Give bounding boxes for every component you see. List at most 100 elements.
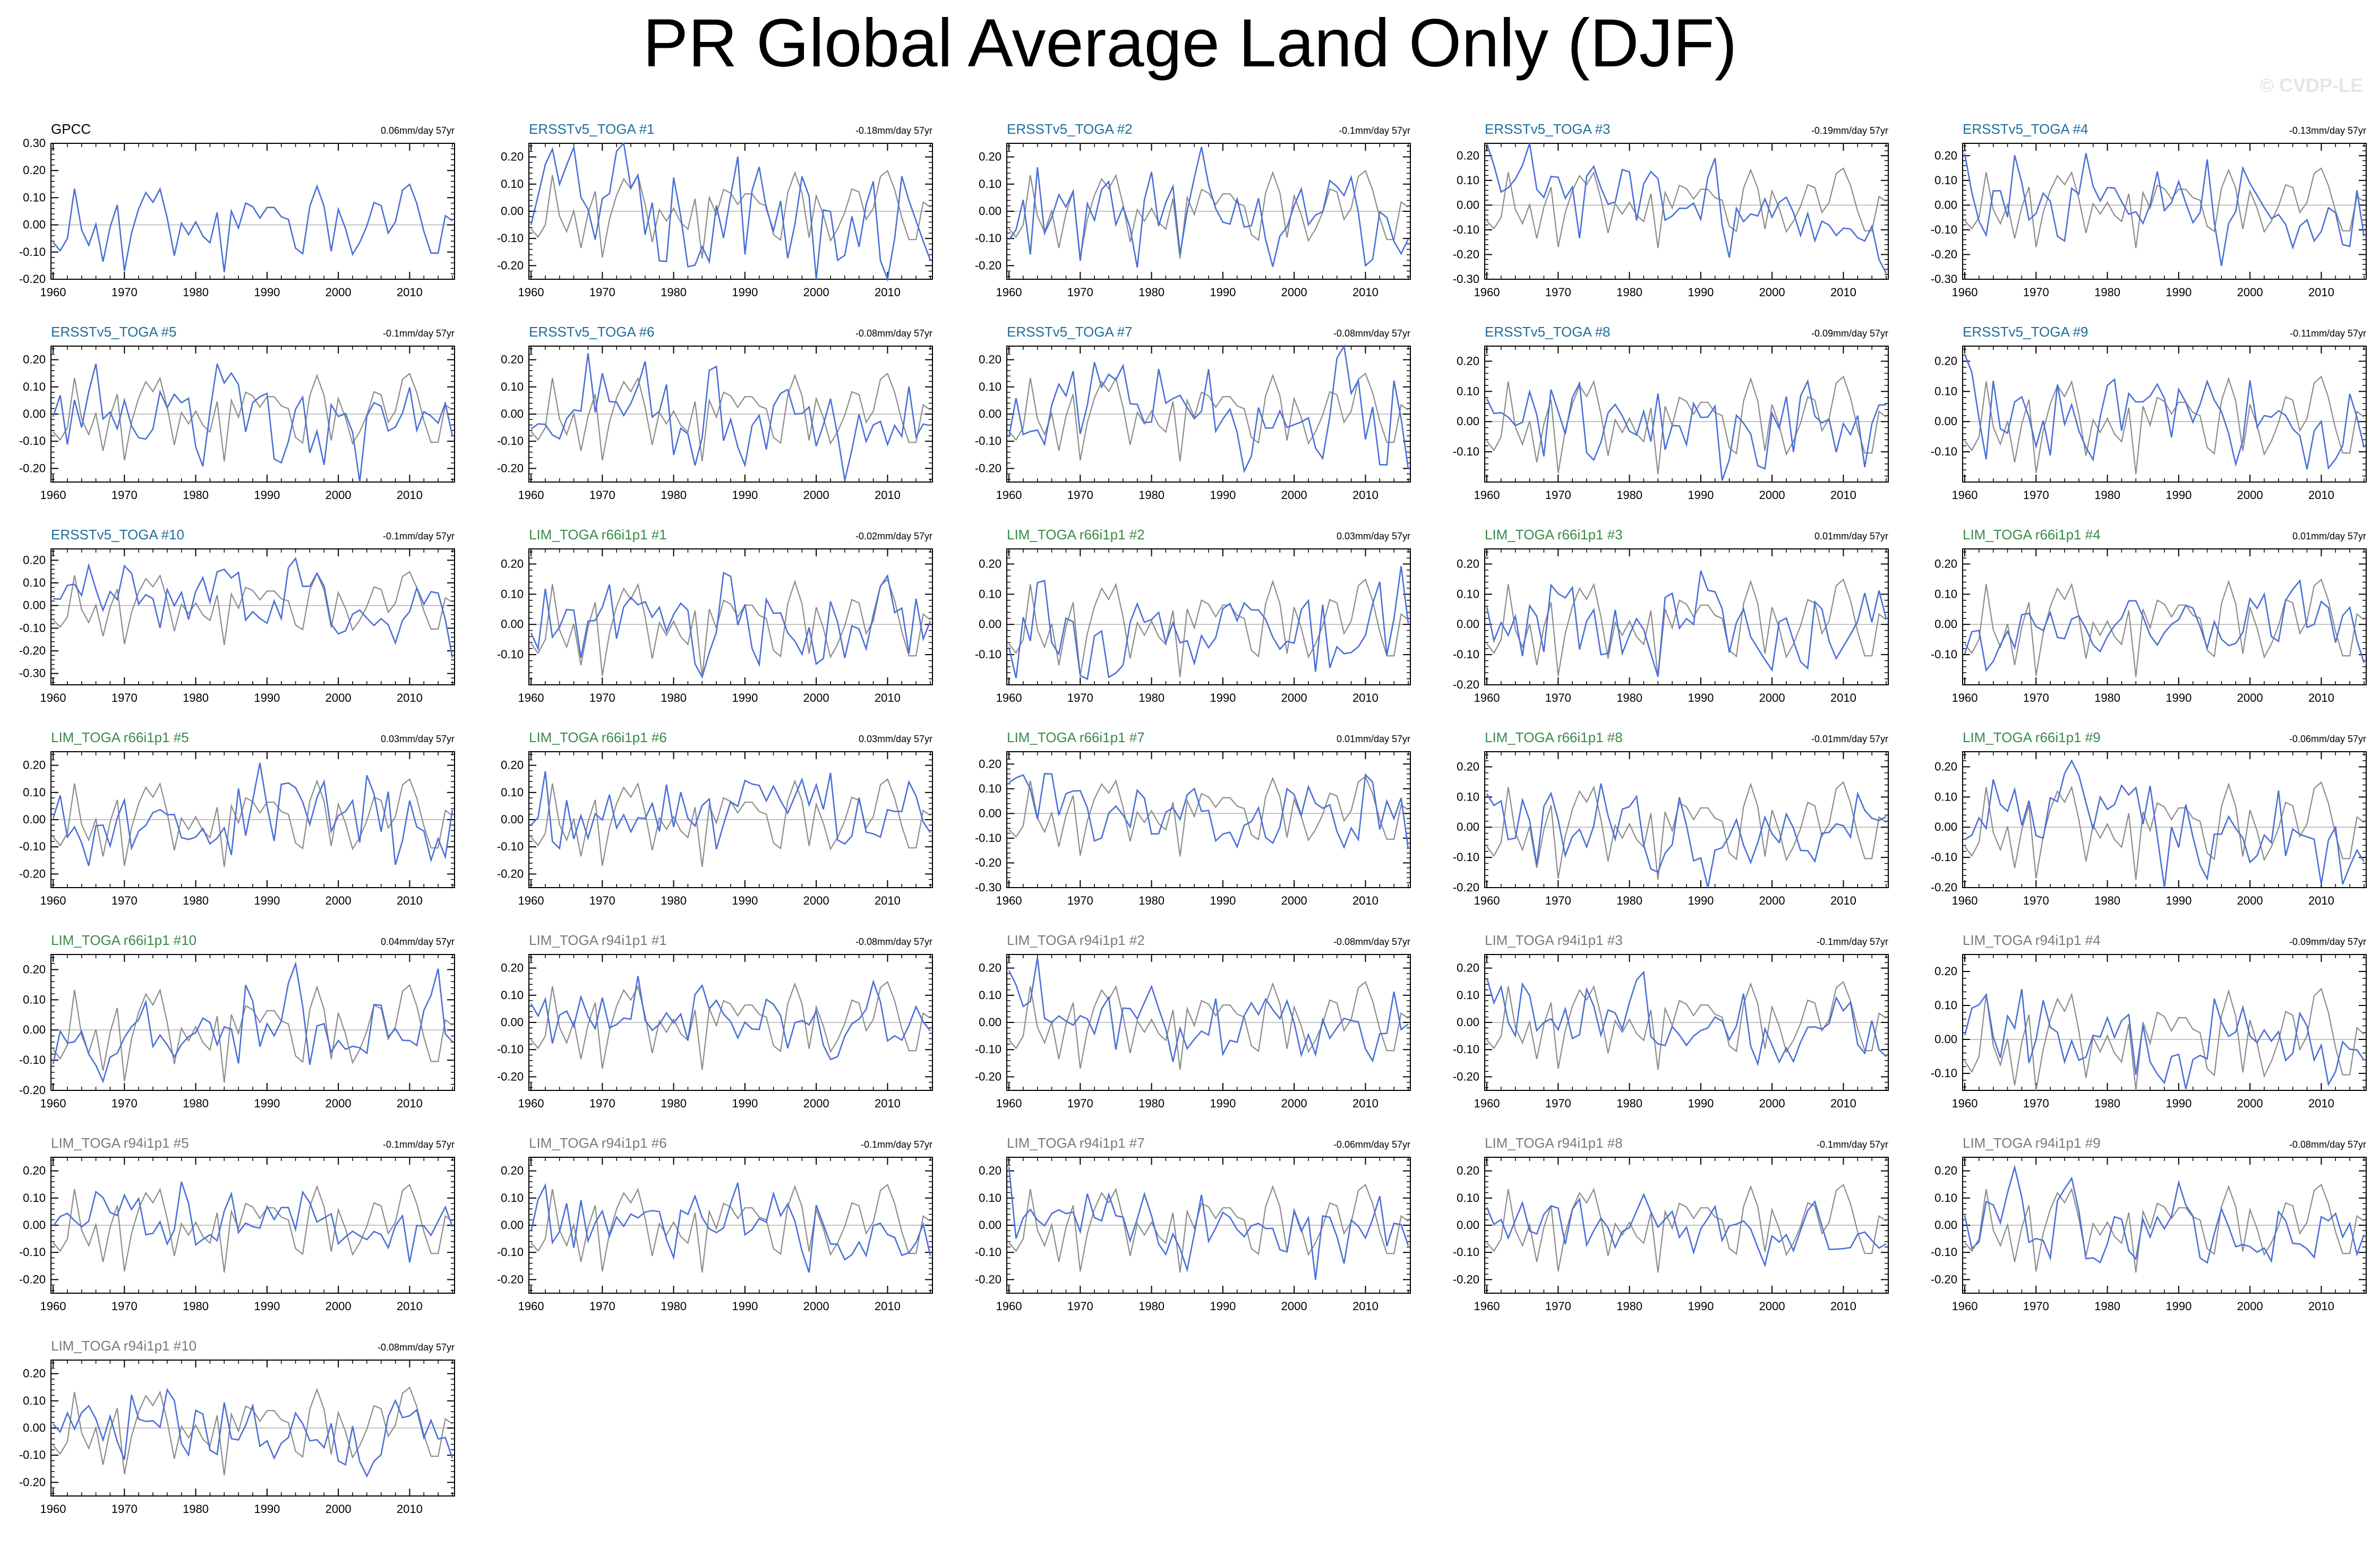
series-line: [52, 363, 453, 483]
y-tick-label: -0.20: [19, 1272, 46, 1286]
y-tick-label: -0.10: [1931, 223, 1957, 236]
y-tick-label: 0.00: [979, 1218, 1001, 1232]
x-tick-label: 1980: [2094, 894, 2120, 907]
y-tick-label: -0.20: [1931, 247, 1957, 261]
panel-trend: 0.03mm/day 57yr: [1337, 531, 1410, 541]
panel-title: LIM_TOGA r66i1p1 #6: [529, 729, 667, 745]
y-tick-label: 0.20: [979, 557, 1001, 570]
x-tick-label: 1980: [1138, 691, 1165, 704]
x-tick-label: 1960: [518, 286, 544, 299]
plot-frame: [1484, 143, 1889, 280]
reference-series-line: [1486, 167, 1887, 248]
reference-series-line: [53, 778, 453, 867]
y-tick-label: 0.00: [1934, 1218, 1957, 1232]
panel-23: LIM_TOGA r94i1p1 #2 -0.08mm/day 57yr 0.20 0…: [975, 932, 1411, 1110]
y-tick-label: -0.10: [19, 621, 46, 634]
y-tick-label: 0.00: [1457, 1218, 1479, 1232]
panel-title: ERSSTv5_TOGA #4: [1963, 121, 2088, 137]
reference-series-line: [530, 169, 931, 259]
panel-trend: 0.04mm/day 57yr: [381, 936, 455, 947]
series-line: [530, 976, 931, 1061]
y-tick-label: 0.10: [1457, 790, 1479, 803]
x-tick-label: 1970: [589, 286, 615, 299]
panel-trend: -0.18mm/day 57yr: [855, 125, 932, 136]
panel-trend: -0.1mm/day 57yr: [1817, 936, 1888, 947]
y-tick-label: 0.10: [1934, 790, 1957, 803]
y-tick-label: -0.10: [1931, 1067, 1957, 1080]
panel-title: ERSSTv5_TOGA #1: [529, 121, 655, 137]
series-line: [530, 353, 931, 481]
x-tick-label: 2000: [1281, 1097, 1307, 1110]
reference-series-line: [1008, 578, 1409, 677]
x-tick-label: 2010: [875, 1300, 901, 1313]
x-tick-label: 1980: [1138, 286, 1165, 299]
y-tick-label: -0.30: [1931, 272, 1957, 286]
series-line: [1008, 344, 1409, 474]
x-tick-label: 1980: [661, 1300, 687, 1313]
y-tick-label: 0.10: [23, 993, 46, 1006]
x-tick-label: 1990: [732, 691, 758, 704]
panel-title: ERSSTv5_TOGA #8: [1485, 324, 1611, 340]
panel-28: LIM_TOGA r94i1p1 #7 -0.06mm/day 57yr 0.20 0…: [975, 1135, 1411, 1313]
x-tick-label: 1980: [1138, 894, 1165, 907]
panel-trend: -0.13mm/day 57yr: [2289, 125, 2366, 136]
panel-18: LIM_TOGA r66i1p1 #7 0.01mm/day 57yr 0.20 0.…: [975, 729, 1411, 907]
x-tick-label: 1970: [112, 1097, 138, 1110]
y-tick-label: 0.20: [979, 961, 1001, 975]
x-tick-label: 1990: [254, 691, 280, 704]
x-tick-label: 1990: [1210, 1097, 1236, 1110]
x-tick-label: 2000: [1759, 1097, 1785, 1110]
reference-series-line: [53, 1183, 453, 1273]
y-tick-label: -0.20: [975, 1070, 1001, 1083]
panel-6: ERSSTv5_TOGA #5 -0.1mm/day 57yr 0.20 0.10 0.…: [19, 324, 455, 502]
x-tick-label: 2010: [397, 286, 423, 299]
x-tick-label: 2010: [1352, 1300, 1379, 1313]
x-tick-label: 2000: [326, 1300, 352, 1313]
x-tick-label: 2010: [397, 894, 423, 907]
panel-24: LIM_TOGA r94i1p1 #3 -0.1mm/day 57yr 0.20 0.…: [1453, 932, 1889, 1110]
y-tick-label: 0.00: [501, 204, 524, 218]
series-line: [1964, 989, 2365, 1089]
y-tick-label: -0.10: [1453, 1245, 1479, 1259]
x-tick-label: 1990: [254, 286, 280, 299]
x-tick-label: 2000: [326, 1502, 352, 1516]
panel-title: ERSSTv5_TOGA #7: [1007, 324, 1133, 340]
panel-trend: 0.06mm/day 57yr: [381, 125, 455, 136]
reference-series-line: [530, 1183, 931, 1273]
series-line: [1486, 379, 1887, 481]
panel-title: GPCC: [51, 121, 91, 137]
y-tick-label: 0.20: [23, 353, 46, 366]
panel-title: LIM_TOGA r66i1p1 #7: [1007, 729, 1145, 745]
y-tick-label: 0.10: [979, 587, 1001, 600]
panel-12: LIM_TOGA r66i1p1 #1 -0.02mm/day 57yr 0.20 0…: [497, 527, 933, 704]
x-tick-label: 1980: [1616, 488, 1642, 502]
x-tick-label: 1970: [112, 488, 138, 502]
y-tick-label: 0.10: [1457, 1191, 1479, 1205]
panel-7: ERSSTv5_TOGA #6 -0.08mm/day 57yr 0.20 0.10 0…: [497, 324, 933, 502]
panel-11: ERSSTv5_TOGA #10 -0.1mm/day 57yr 0.20 0.10 0…: [19, 527, 455, 704]
plot-frame: [50, 954, 455, 1091]
reference-series-line: [1008, 981, 1409, 1070]
x-tick-label: 2000: [1759, 1300, 1785, 1313]
reference-series-line: [53, 571, 453, 646]
panel-title: LIM_TOGA r94i1p1 #10: [51, 1338, 196, 1354]
x-tick-label: 2010: [1352, 286, 1379, 299]
y-tick-label: 0.20: [1457, 557, 1479, 570]
series-line: [1486, 970, 1887, 1067]
x-tick-label: 2010: [2308, 286, 2334, 299]
panel-trend: -0.1mm/day 57yr: [861, 1139, 932, 1150]
y-tick-label: 0.20: [979, 150, 1001, 164]
panel-trend: -0.08mm/day 57yr: [1333, 328, 1410, 339]
x-tick-label: 1970: [1067, 286, 1093, 299]
panel-trend: 0.01mm/day 57yr: [1337, 734, 1410, 744]
plot-frame: [1484, 548, 1889, 685]
y-tick-label: -0.10: [497, 231, 524, 245]
y-tick-label: -0.20: [497, 1070, 524, 1083]
x-tick-label: 2010: [2308, 1097, 2334, 1110]
x-tick-label: 1960: [1952, 691, 1978, 704]
series-line: [1964, 579, 2365, 672]
x-tick-label: 1970: [112, 894, 138, 907]
reference-series-line: [1964, 1183, 2365, 1273]
x-tick-label: 1980: [661, 488, 687, 502]
y-tick-label: 0.00: [501, 813, 524, 826]
